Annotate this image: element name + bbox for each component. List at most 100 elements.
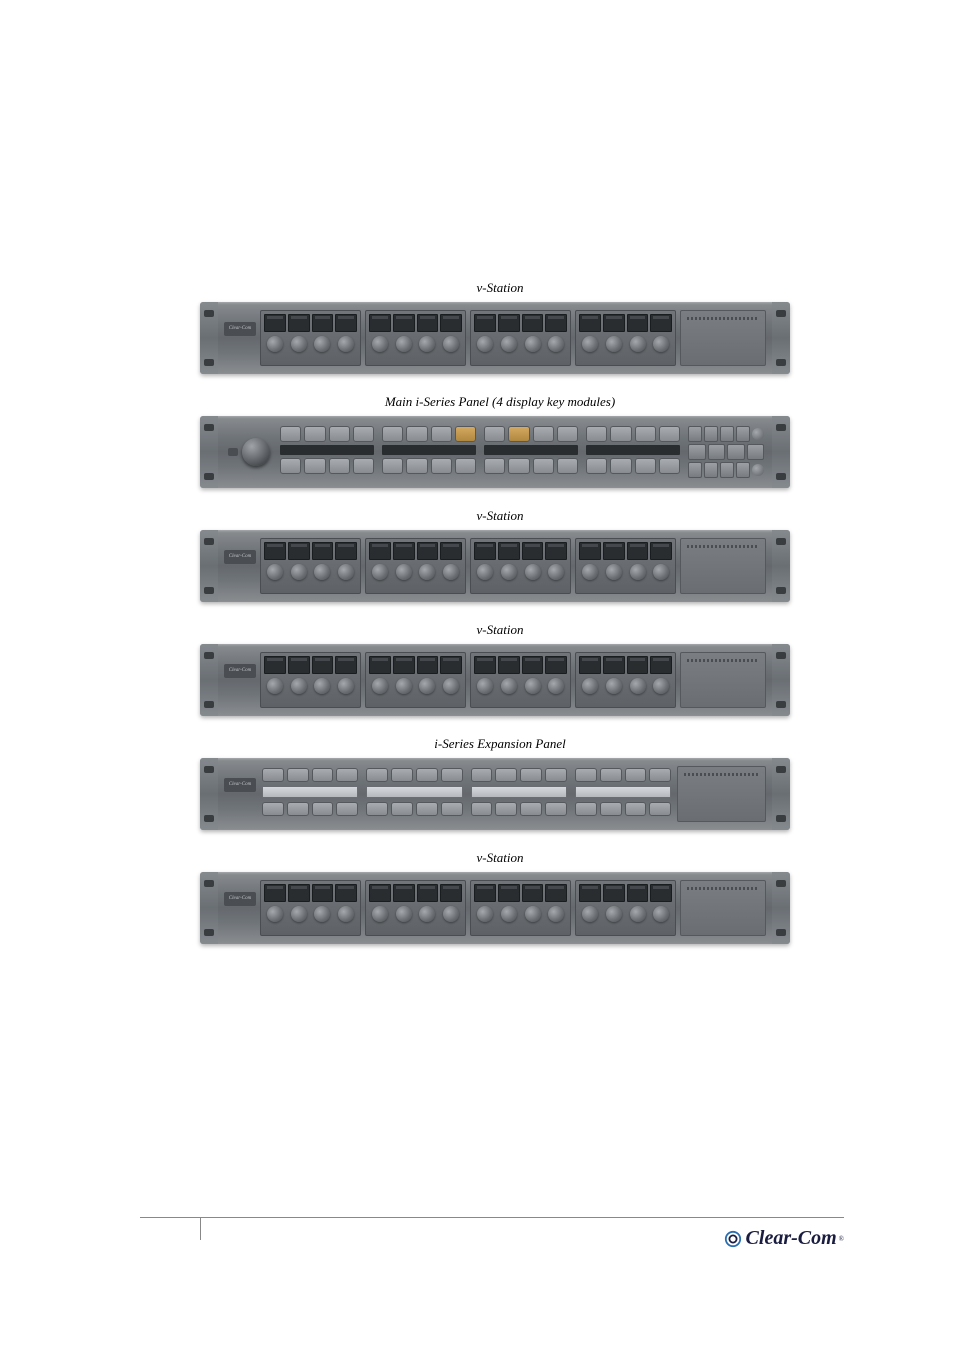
key-button — [495, 802, 517, 816]
content-column: v-Station Clear-Com — [200, 280, 800, 964]
display — [440, 314, 462, 332]
key-button — [508, 458, 529, 474]
rack-screw — [776, 473, 786, 480]
key-button — [391, 802, 413, 816]
knob — [291, 336, 307, 352]
rack-screw — [204, 880, 214, 887]
knob — [548, 336, 564, 352]
panel-section-4: v-Station Clear-Com — [200, 622, 800, 716]
key-module — [575, 538, 676, 594]
key-button — [600, 802, 622, 816]
rack-ear-right — [772, 416, 790, 488]
module-group — [260, 880, 766, 936]
blank-module — [680, 880, 766, 936]
keypad-btn — [720, 462, 734, 478]
key-button — [649, 768, 671, 782]
rack-ear-left — [200, 530, 218, 602]
key-button — [262, 768, 284, 782]
key-module — [278, 424, 376, 480]
module-group — [260, 538, 766, 594]
key-button — [520, 802, 542, 816]
knob — [477, 336, 493, 352]
rack-panel-vstation: Clear-Com — [200, 530, 790, 602]
key-button — [545, 802, 567, 816]
key-button — [329, 458, 350, 474]
key-button — [441, 802, 463, 816]
footer-tick — [200, 1218, 201, 1240]
key-button — [312, 768, 334, 782]
module-group — [260, 652, 766, 708]
knob — [606, 336, 622, 352]
brand-badge: Clear-Com — [224, 892, 256, 906]
key-module — [365, 538, 466, 594]
key-module — [482, 424, 580, 480]
key-module — [380, 424, 478, 480]
knob-row — [264, 334, 357, 354]
panel-label: v-Station — [200, 850, 800, 866]
key-button — [416, 802, 438, 816]
rack-ear-right — [772, 758, 790, 830]
button-row — [262, 802, 358, 816]
knob-row — [369, 334, 462, 354]
key-button — [391, 768, 413, 782]
rack-screw — [204, 473, 214, 480]
key-button — [431, 426, 452, 442]
panel-section-3: v-Station Clear-Com — [200, 508, 800, 602]
panel-section-5: i-Series Expansion Panel Clear-Com — [200, 736, 800, 830]
keypad-btn — [720, 426, 734, 442]
rack-screw — [204, 538, 214, 545]
key-button — [557, 458, 578, 474]
key-button — [329, 426, 350, 442]
display — [393, 314, 415, 332]
display-strip — [471, 786, 567, 798]
key-module — [573, 766, 673, 822]
panel-section-1: v-Station Clear-Com — [200, 280, 800, 374]
brand-badge: Clear-Com — [224, 664, 256, 678]
key-module — [469, 766, 569, 822]
trademark-symbol: ® — [839, 1235, 844, 1243]
key-button — [382, 426, 403, 442]
footer-logo: Clear-Com ® — [724, 1227, 844, 1250]
key-button — [575, 768, 597, 782]
key-button — [287, 802, 309, 816]
button-row — [575, 768, 671, 782]
brand-badge: Clear-Com — [224, 778, 256, 792]
key-module — [365, 652, 466, 708]
knob — [338, 336, 354, 352]
key-button — [484, 426, 505, 442]
panel-label: v-Station — [200, 508, 800, 524]
display — [650, 314, 672, 332]
keypad-btn — [736, 426, 750, 442]
display-strip — [575, 786, 671, 798]
button-row — [280, 458, 374, 474]
display — [579, 314, 601, 332]
keypad-btn — [727, 444, 745, 460]
knob — [501, 336, 517, 352]
key-button — [262, 802, 284, 816]
display — [474, 314, 496, 332]
display — [498, 314, 520, 332]
key-button — [471, 802, 493, 816]
key-button — [659, 426, 680, 442]
key-button — [382, 458, 403, 474]
mic-button — [228, 448, 238, 456]
knob — [582, 336, 598, 352]
brand-badge: Clear-Com — [224, 322, 256, 336]
key-module — [260, 766, 360, 822]
key-module — [260, 538, 361, 594]
key-button — [533, 426, 554, 442]
button-row — [471, 768, 567, 782]
key-module — [364, 766, 464, 822]
key-module — [365, 310, 466, 366]
key-button — [557, 426, 578, 442]
key-button — [287, 768, 309, 782]
rack-screw — [204, 587, 214, 594]
key-button — [406, 426, 427, 442]
keypad-btn — [747, 444, 765, 460]
display — [627, 314, 649, 332]
keypad-btn — [688, 444, 706, 460]
key-button — [495, 768, 517, 782]
keypad-btn — [708, 444, 726, 460]
key-button — [533, 458, 554, 474]
blank-module — [677, 766, 766, 822]
